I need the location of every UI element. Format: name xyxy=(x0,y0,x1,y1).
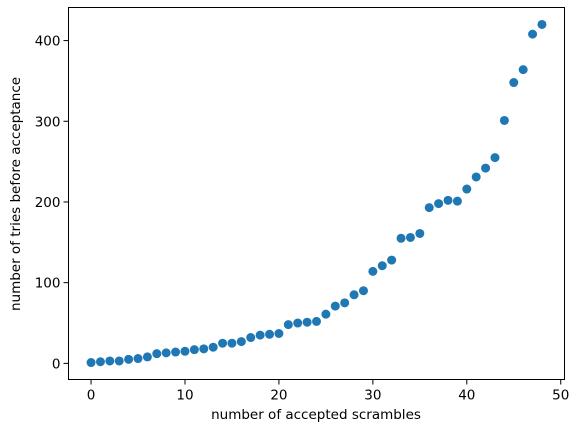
x-tick-label: 50 xyxy=(552,388,569,404)
data-point xyxy=(425,203,434,212)
data-point xyxy=(143,352,152,361)
data-point xyxy=(350,290,359,299)
data-point xyxy=(284,320,293,329)
x-tick-label: 10 xyxy=(176,388,193,404)
data-point xyxy=(218,339,227,348)
data-point xyxy=(274,329,283,338)
x-tick-label: 20 xyxy=(270,388,287,404)
data-point xyxy=(180,347,189,356)
y-tick-label: 300 xyxy=(35,114,61,130)
x-tick-label: 40 xyxy=(458,388,475,404)
x-axis-ticks: 0 10 20 30 40 50 xyxy=(87,380,570,404)
data-point xyxy=(500,116,509,125)
data-point xyxy=(124,355,133,364)
data-point xyxy=(378,261,387,270)
x-tick-label: 30 xyxy=(364,388,381,404)
y-axis-ticks: 0 100 200 300 400 xyxy=(35,34,69,373)
y-tick-label: 0 xyxy=(52,356,61,372)
data-point xyxy=(199,344,208,353)
data-point xyxy=(321,310,330,319)
data-point xyxy=(387,256,396,265)
data-point xyxy=(246,333,255,342)
data-point xyxy=(397,234,406,243)
data-point xyxy=(227,339,236,348)
data-point xyxy=(368,267,377,276)
data-point xyxy=(209,343,218,352)
data-point xyxy=(312,317,321,326)
data-point xyxy=(303,318,312,327)
data-point xyxy=(293,319,302,328)
data-point xyxy=(444,196,453,205)
data-point xyxy=(190,345,199,354)
x-axis-label: number of accepted scrambles xyxy=(211,407,421,423)
data-point xyxy=(87,358,96,367)
data-points xyxy=(87,20,547,367)
data-point xyxy=(237,337,246,346)
data-point xyxy=(481,164,490,173)
data-point xyxy=(152,349,161,358)
data-point xyxy=(265,330,274,339)
data-point xyxy=(171,348,180,357)
data-point xyxy=(509,78,518,87)
y-tick-label: 400 xyxy=(35,34,61,50)
data-point xyxy=(340,298,349,307)
data-point xyxy=(490,153,499,162)
data-point xyxy=(519,65,528,74)
data-point xyxy=(256,331,265,340)
data-point xyxy=(115,356,124,365)
data-point xyxy=(134,354,143,363)
data-point xyxy=(415,229,424,238)
x-tick-label: 0 xyxy=(87,388,96,404)
data-point xyxy=(462,185,471,194)
y-tick-label: 200 xyxy=(35,195,61,211)
data-point xyxy=(472,172,481,181)
data-point xyxy=(331,302,340,311)
data-point xyxy=(359,286,368,295)
data-point xyxy=(162,348,171,357)
data-point xyxy=(528,30,537,39)
data-point xyxy=(537,20,546,29)
y-tick-label: 100 xyxy=(35,276,61,292)
data-point xyxy=(96,357,105,366)
data-point xyxy=(406,233,415,242)
y-axis-label: number of tries before acceptance xyxy=(8,77,24,311)
data-point xyxy=(453,197,462,206)
data-point xyxy=(434,199,443,208)
data-point xyxy=(105,356,114,365)
